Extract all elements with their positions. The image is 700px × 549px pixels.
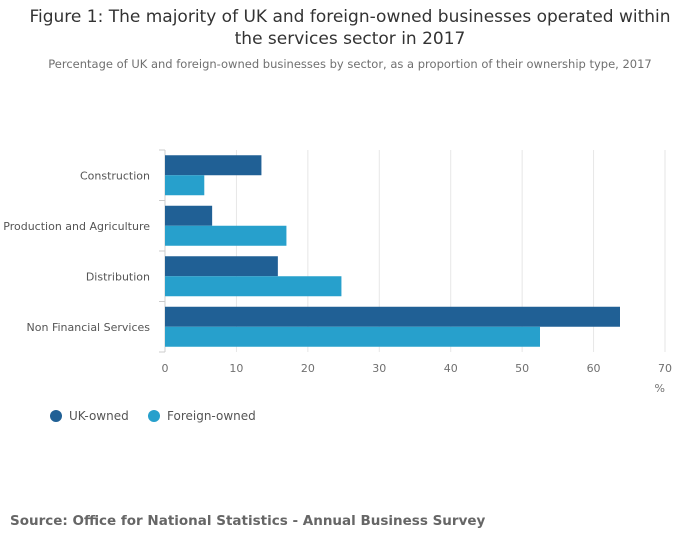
bar-uk-owned [165,155,262,176]
bar-uk-owned [165,205,213,226]
chart-subtitle: Percentage of UK and foreign-owned busin… [48,57,652,71]
x-tick-label: 60 [587,362,601,375]
legend-label-uk-owned: UK-owned [69,409,129,423]
x-tick-label: 20 [301,362,315,375]
bar-foreign-owned [165,276,342,297]
bar-uk-owned [165,306,620,327]
x-tick-label: 30 [372,362,386,375]
x-tick-label: 70 [658,362,672,375]
category-label: Distribution [86,270,150,283]
chart-title-line-2: the services sector in 2017 [234,29,466,49]
source-note: Source: Office for National Statistics -… [10,513,486,529]
bar-uk-owned [165,256,278,277]
category-label: Non Financial Services [27,321,151,334]
bar-foreign-owned [165,225,287,246]
x-tick-label: 10 [229,362,243,375]
legend-item-uk-owned[interactable]: UK-owned [50,409,129,423]
bar-foreign-owned [165,175,205,196]
x-tick-label: 50 [515,362,529,375]
foreign-owned-legend-marker [148,410,160,422]
bar-chart: 0 10 20 30 40 50 60 70% Construction Production a… [3,149,672,395]
category-label: Construction [80,169,150,182]
legend-item-foreign-owned[interactable]: Foreign-owned [148,409,256,423]
chart-title: Figure 1: The majority of UK and foreign… [0,6,700,50]
category-label: Production and Agriculture [3,220,150,233]
legend-label-foreign-owned: Foreign-owned [167,409,256,423]
chart-title-line-1: Figure 1: The majority of UK and foreign… [29,7,671,27]
uk-owned-legend-marker [50,410,62,422]
bar-foreign-owned [165,326,540,347]
x-tick-label: 0 [162,362,169,375]
x-axis-label: % [655,382,665,395]
x-tick-label: 40 [444,362,458,375]
